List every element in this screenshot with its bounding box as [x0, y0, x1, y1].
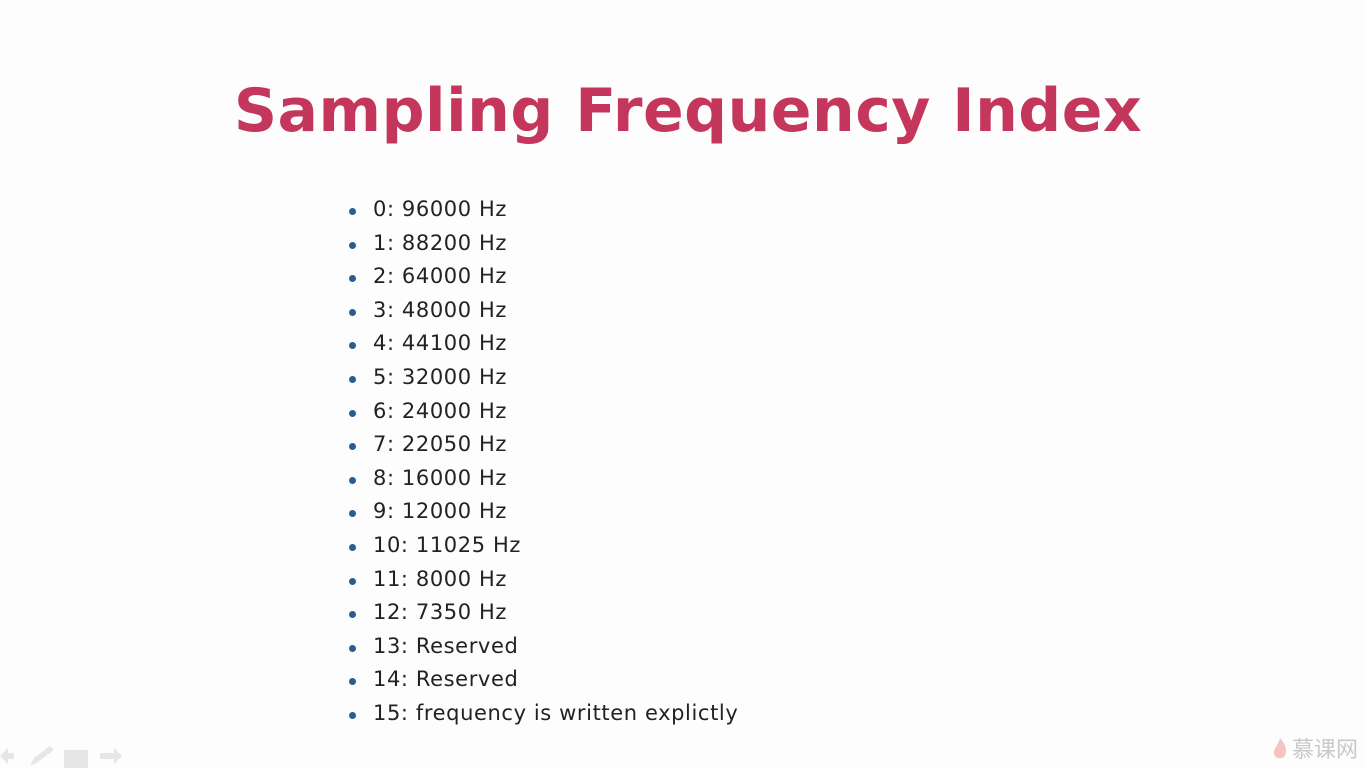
list-item: 10: 11025 Hz — [348, 529, 738, 563]
list-item: 14: Reserved — [348, 663, 738, 697]
prev-icon[interactable] — [0, 748, 14, 764]
list-item: 8: 16000 Hz — [348, 462, 738, 496]
list-item: 9: 12000 Hz — [348, 495, 738, 529]
watermark: 慕课网 — [1272, 732, 1358, 764]
item-list: 0: 96000 Hz 1: 88200 Hz 2: 64000 Hz 3: 4800… — [348, 193, 738, 731]
list-item: 4: 44100 Hz — [348, 327, 738, 361]
watermark-logo — [1273, 738, 1287, 759]
pen-icon[interactable] — [30, 746, 54, 766]
list-item: 1: 88200 Hz — [348, 227, 738, 261]
list-item: 2: 64000 Hz — [348, 260, 738, 294]
slide-toolbar — [0, 746, 122, 768]
watermark-text: 慕课网 — [1291, 738, 1358, 763]
list-item: 0: 96000 Hz — [348, 193, 738, 227]
list-item: 3: 48000 Hz — [348, 294, 738, 328]
list-item: 15: frequency is written explictly — [348, 697, 738, 731]
slide-title: Sampling Frequency Index — [233, 76, 1143, 146]
menu-icon[interactable] — [64, 750, 88, 768]
list-item: 6: 24000 Hz — [348, 395, 738, 429]
list-item: 5: 32000 Hz — [348, 361, 738, 395]
list-item: 11: 8000 Hz — [348, 563, 738, 597]
list-item: 7: 22050 Hz — [348, 428, 738, 462]
next-icon[interactable] — [100, 748, 122, 764]
list-item: 13: Reserved — [348, 630, 738, 664]
list-item: 12: 7350 Hz — [348, 596, 738, 630]
